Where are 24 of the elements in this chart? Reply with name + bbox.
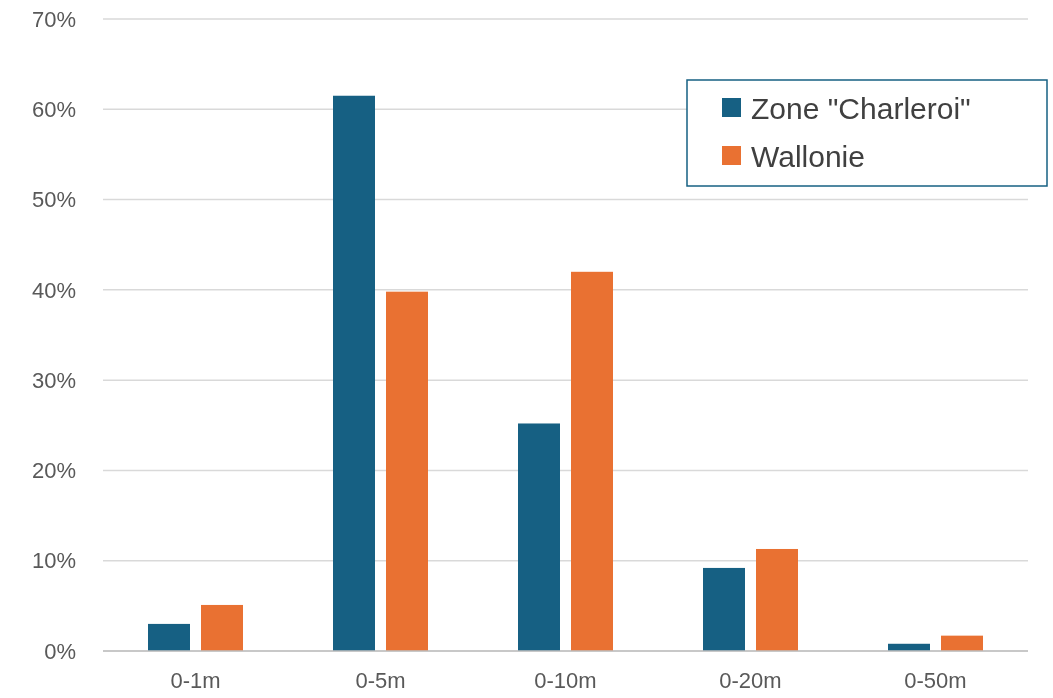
y-tick-label: 20% [31, 458, 76, 484]
y-tick-label: 50% [31, 187, 76, 213]
y-tick-label: 60% [31, 96, 76, 122]
bar [386, 291, 428, 651]
x-tick-label: 0-10m [534, 668, 597, 693]
y-tick-label: 10% [31, 548, 76, 574]
y-tick-label: 0% [44, 638, 76, 664]
bar [571, 271, 613, 651]
y-tick-label: 40% [31, 277, 76, 303]
bar [941, 635, 983, 651]
bar [756, 548, 798, 651]
legend-label: Wallonie [751, 139, 865, 173]
bar [148, 623, 190, 651]
y-tick-label: 70% [31, 6, 76, 32]
legend-label: Zone "Charleroi" [751, 91, 971, 125]
x-tick-label: 0-1m [170, 668, 221, 693]
bar [518, 423, 560, 651]
x-tick-label: 0-5m [355, 668, 406, 693]
x-tick-label: 0-20m [719, 668, 782, 693]
x-tick-label: 0-50m [904, 668, 967, 693]
bar [703, 567, 745, 651]
bar [333, 95, 375, 651]
y-tick-label: 30% [31, 367, 76, 393]
bar [201, 604, 243, 651]
